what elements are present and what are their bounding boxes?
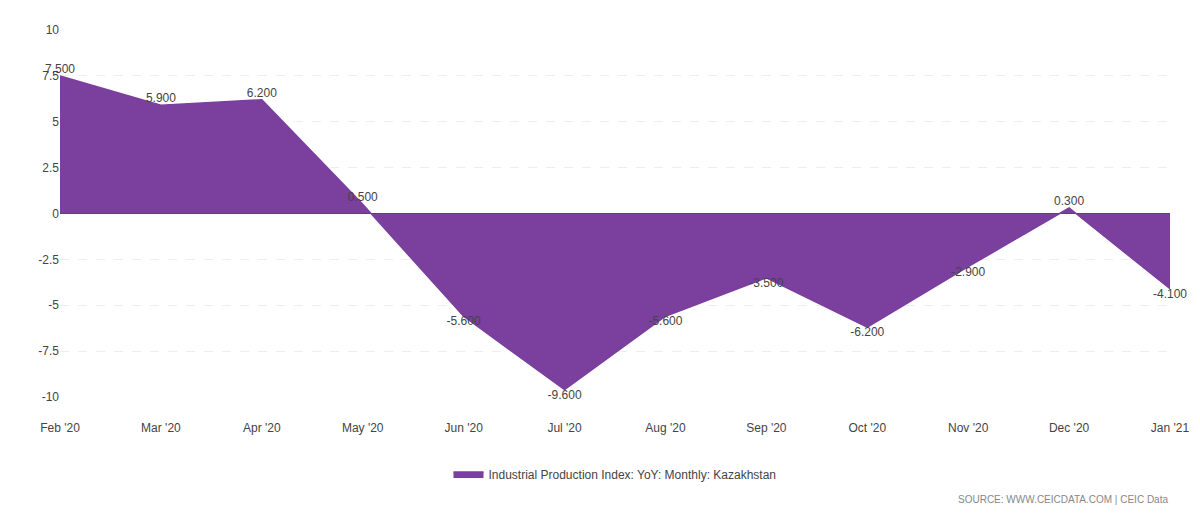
svg-text:-5: -5 [48,298,59,312]
svg-text:-6.200: -6.200 [850,325,884,339]
svg-text:-5.600: -5.600 [447,314,481,328]
svg-text:5.900: 5.900 [146,91,176,105]
svg-text:-10: -10 [42,390,60,404]
svg-text:-7.5: -7.5 [38,344,59,358]
svg-text:-5.600: -5.600 [648,314,682,328]
svg-text:Jun '20: Jun '20 [444,421,483,435]
svg-text:Sep '20: Sep '20 [746,421,787,435]
svg-text:Oct '20: Oct '20 [848,421,886,435]
svg-text:-2.5: -2.5 [38,253,59,267]
svg-text:6.200: 6.200 [247,86,277,100]
svg-text:Jan '21: Jan '21 [1151,421,1190,435]
svg-text:Jul '20: Jul '20 [547,421,582,435]
svg-text:10: 10 [46,23,60,37]
svg-text:-2.900: -2.900 [951,265,985,279]
svg-text:5: 5 [52,115,59,129]
svg-text:Dec '20: Dec '20 [1049,421,1090,435]
svg-text:-9.600: -9.600 [548,388,582,402]
svg-text:7.5: 7.5 [42,69,59,83]
svg-text:0.500: 0.500 [348,190,378,204]
svg-text:Aug '20: Aug '20 [645,421,686,435]
svg-text:Industrial Production Index: Y: Industrial Production Index: YoY: Monthl… [489,468,777,482]
svg-text:2.5: 2.5 [42,161,59,175]
svg-text:-4.100: -4.100 [1153,287,1187,301]
svg-text:Nov '20: Nov '20 [948,421,989,435]
svg-text:0: 0 [52,207,59,221]
svg-text:0.300: 0.300 [1054,194,1084,208]
svg-text:Mar '20: Mar '20 [141,421,181,435]
svg-text:SOURCE: WWW.CEICDATA.COM | CEI: SOURCE: WWW.CEICDATA.COM | CEIC Data [958,494,1168,505]
svg-text:May '20: May '20 [342,421,384,435]
svg-text:-3.500: -3.500 [749,276,783,290]
svg-text:7.500: 7.500 [45,62,75,76]
svg-text:Apr '20: Apr '20 [243,421,281,435]
svg-text:Feb '20: Feb '20 [40,421,80,435]
